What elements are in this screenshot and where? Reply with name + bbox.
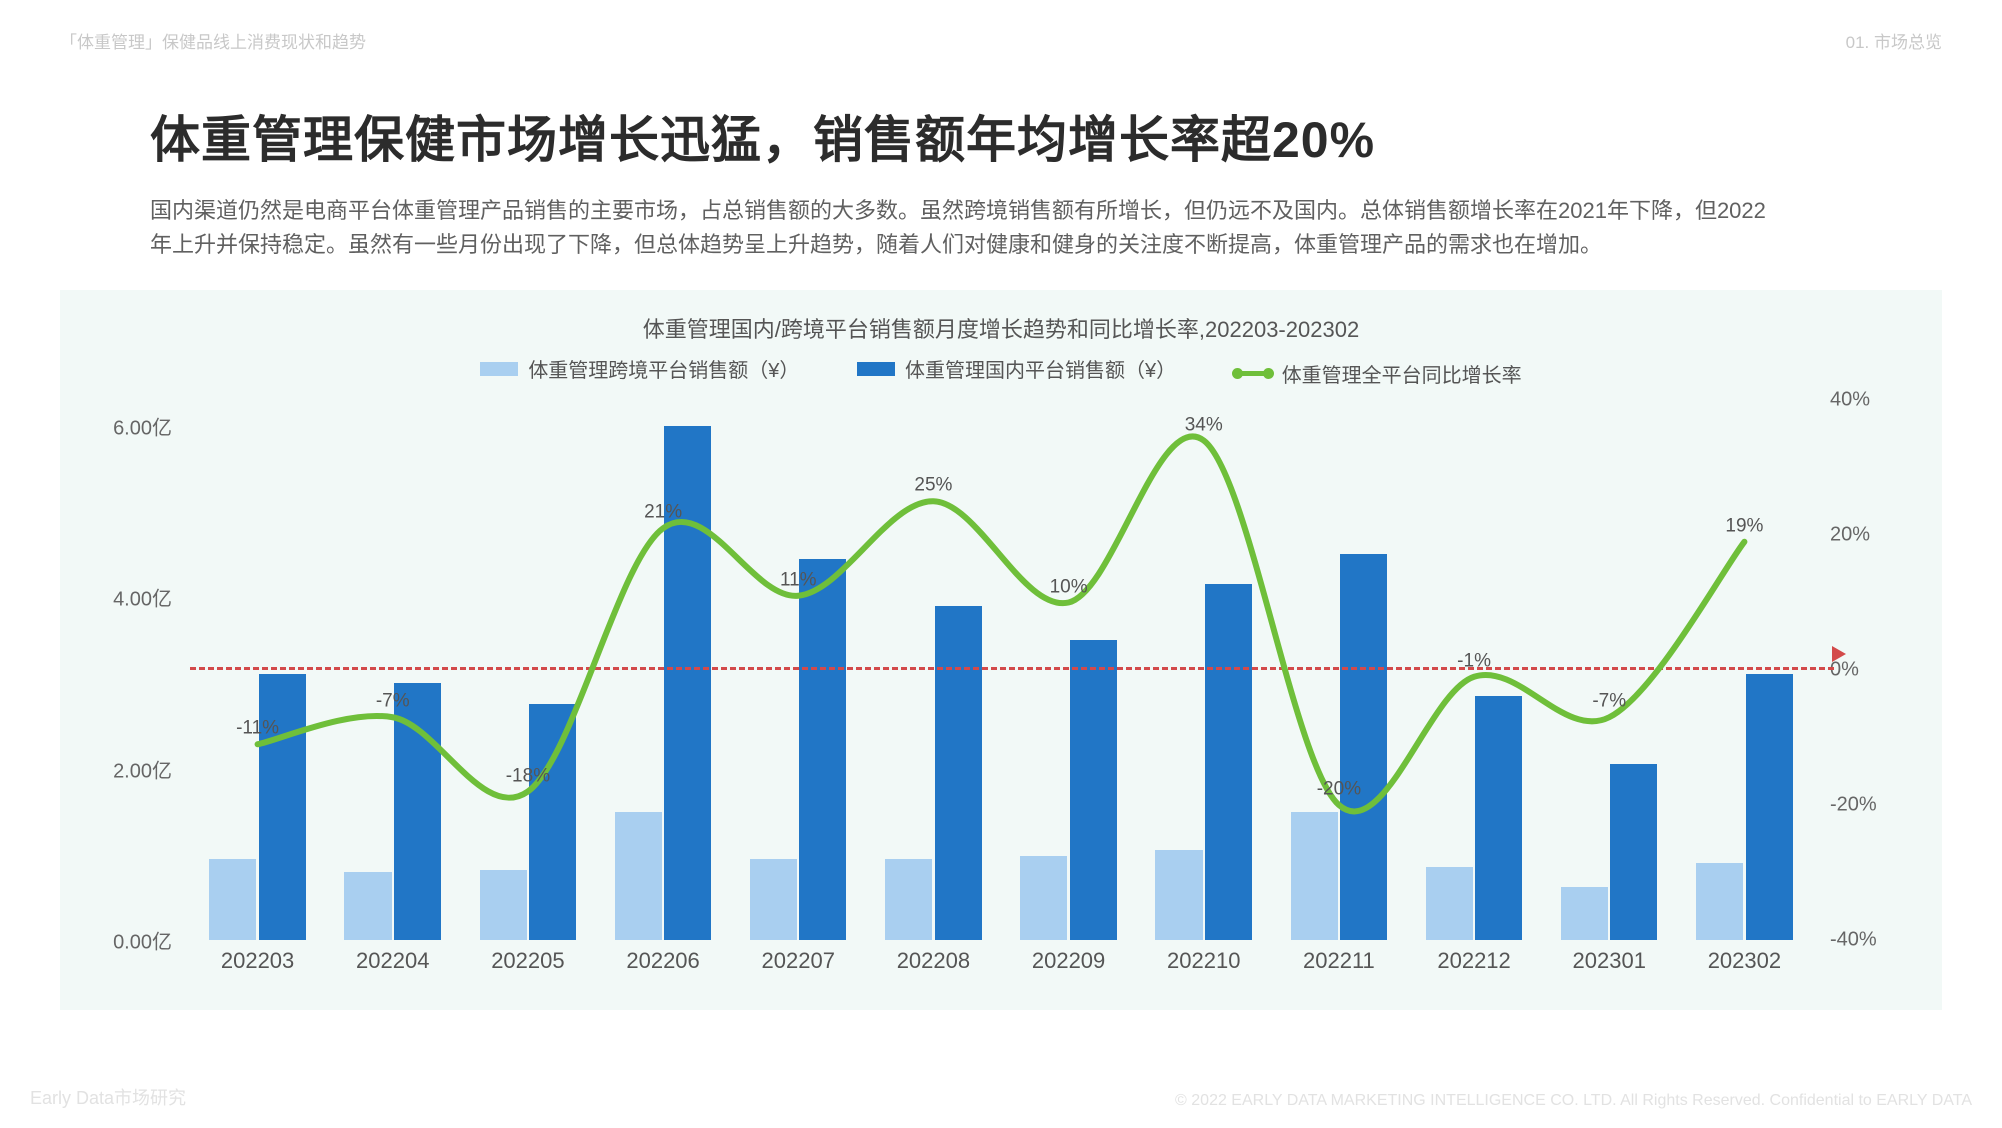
footer-right: © 2022 EARLY DATA MARKETING INTELLIGENCE… (1175, 1092, 1972, 1110)
legend-swatch-dark (857, 362, 895, 376)
legend-item-crossborder: 体重管理跨境平台销售额（¥） (480, 354, 799, 383)
growth-pct-label: -11% (236, 718, 279, 740)
x-tick-label: 202204 (356, 948, 429, 974)
x-tick-label: 202207 (762, 948, 835, 974)
growth-pct-label: 34% (1185, 414, 1223, 436)
growth-pct-label: 21% (644, 502, 682, 524)
x-tick-label: 202206 (626, 948, 699, 974)
y-left-tick: 6.00亿 (113, 411, 172, 440)
x-tick-label: 202302 (1708, 948, 1781, 974)
chart-container: 体重管理国内/跨境平台销售额月度增长趋势和同比增长率,202203-202302… (60, 290, 1942, 1010)
x-tick-label: 202211 (1303, 948, 1375, 974)
chart-title: 体重管理国内/跨境平台销售额月度增长趋势和同比增长率,202203-202302 (60, 312, 1942, 344)
y-right-tick: -40% (1830, 929, 1877, 952)
growth-pct-label: -1% (1457, 651, 1491, 673)
x-tick-label: 202209 (1032, 948, 1105, 974)
report-slide: 「体重管理」保健品线上消费现状和趋势 01. 市场总览 体重管理保健市场增长迅猛… (0, 0, 2002, 1128)
chart-legend: 体重管理跨境平台销售额（¥） 体重管理国内平台销售额（¥） 体重管理全平台同比增… (60, 354, 1942, 388)
breadcrumb: 「体重管理」保健品线上消费现状和趋势 (60, 28, 366, 53)
y-left-tick: 2.00亿 (113, 754, 172, 783)
growth-pct-label: -7% (376, 691, 410, 713)
legend-item-domestic: 体重管理国内平台销售额（¥） (857, 354, 1176, 383)
x-tick-label: 202212 (1437, 948, 1510, 974)
growth-pct-label: 25% (914, 475, 952, 497)
zero-line-arrow-icon (1832, 646, 1846, 662)
x-tick-label: 202210 (1167, 948, 1240, 974)
slide-title: 体重管理保健市场增长迅猛，销售额年均增长率超20% (150, 100, 1942, 172)
chart-plot-area: 0.00亿2.00亿4.00亿6.00亿 -40%-20%0%20%40% -1… (190, 400, 1812, 940)
legend-swatch-light (480, 362, 518, 376)
growth-pct-label: -20% (1317, 779, 1361, 801)
x-tick-label: 202203 (221, 948, 294, 974)
slide-description: 国内渠道仍然是电商平台体重管理产品销售的主要市场，占总销售额的大多数。虽然跨境销… (150, 194, 1770, 262)
legend-label: 体重管理跨境平台销售额（¥） (528, 354, 799, 383)
legend-item-growth: 体重管理全平台同比增长率 (1234, 359, 1522, 388)
y-axis-left: 0.00亿2.00亿4.00亿6.00亿 (70, 400, 190, 940)
x-axis-labels: 202203 202204 202205 202206 202207 202208 2022… (190, 948, 1812, 984)
x-tick-label: 202208 (897, 948, 970, 974)
growth-pct-label: -18% (506, 765, 550, 787)
growth-line (190, 400, 1812, 940)
y-left-tick: 4.00亿 (113, 583, 172, 612)
y-left-tick: 0.00亿 (113, 926, 172, 955)
footer-left: Early Data市场研究 (30, 1084, 186, 1110)
y-right-tick: 40% (1830, 389, 1870, 412)
section-label: 01. 市场总览 (1846, 28, 1942, 53)
growth-pct-label: -7% (1592, 691, 1626, 713)
growth-pct-label: 10% (1050, 576, 1088, 598)
y-right-tick: -20% (1830, 794, 1877, 817)
legend-label: 体重管理全平台同比增长率 (1282, 359, 1522, 388)
growth-pct-label: 19% (1725, 516, 1763, 538)
x-tick-label: 202205 (491, 948, 564, 974)
growth-pct-label: 11% (780, 570, 817, 592)
y-axis-right: -40%-20%0%20%40% (1812, 400, 1932, 940)
legend-swatch-line (1234, 371, 1272, 376)
x-tick-label: 202301 (1573, 948, 1646, 974)
legend-label: 体重管理国内平台销售额（¥） (905, 354, 1176, 383)
y-right-tick: 20% (1830, 524, 1870, 547)
